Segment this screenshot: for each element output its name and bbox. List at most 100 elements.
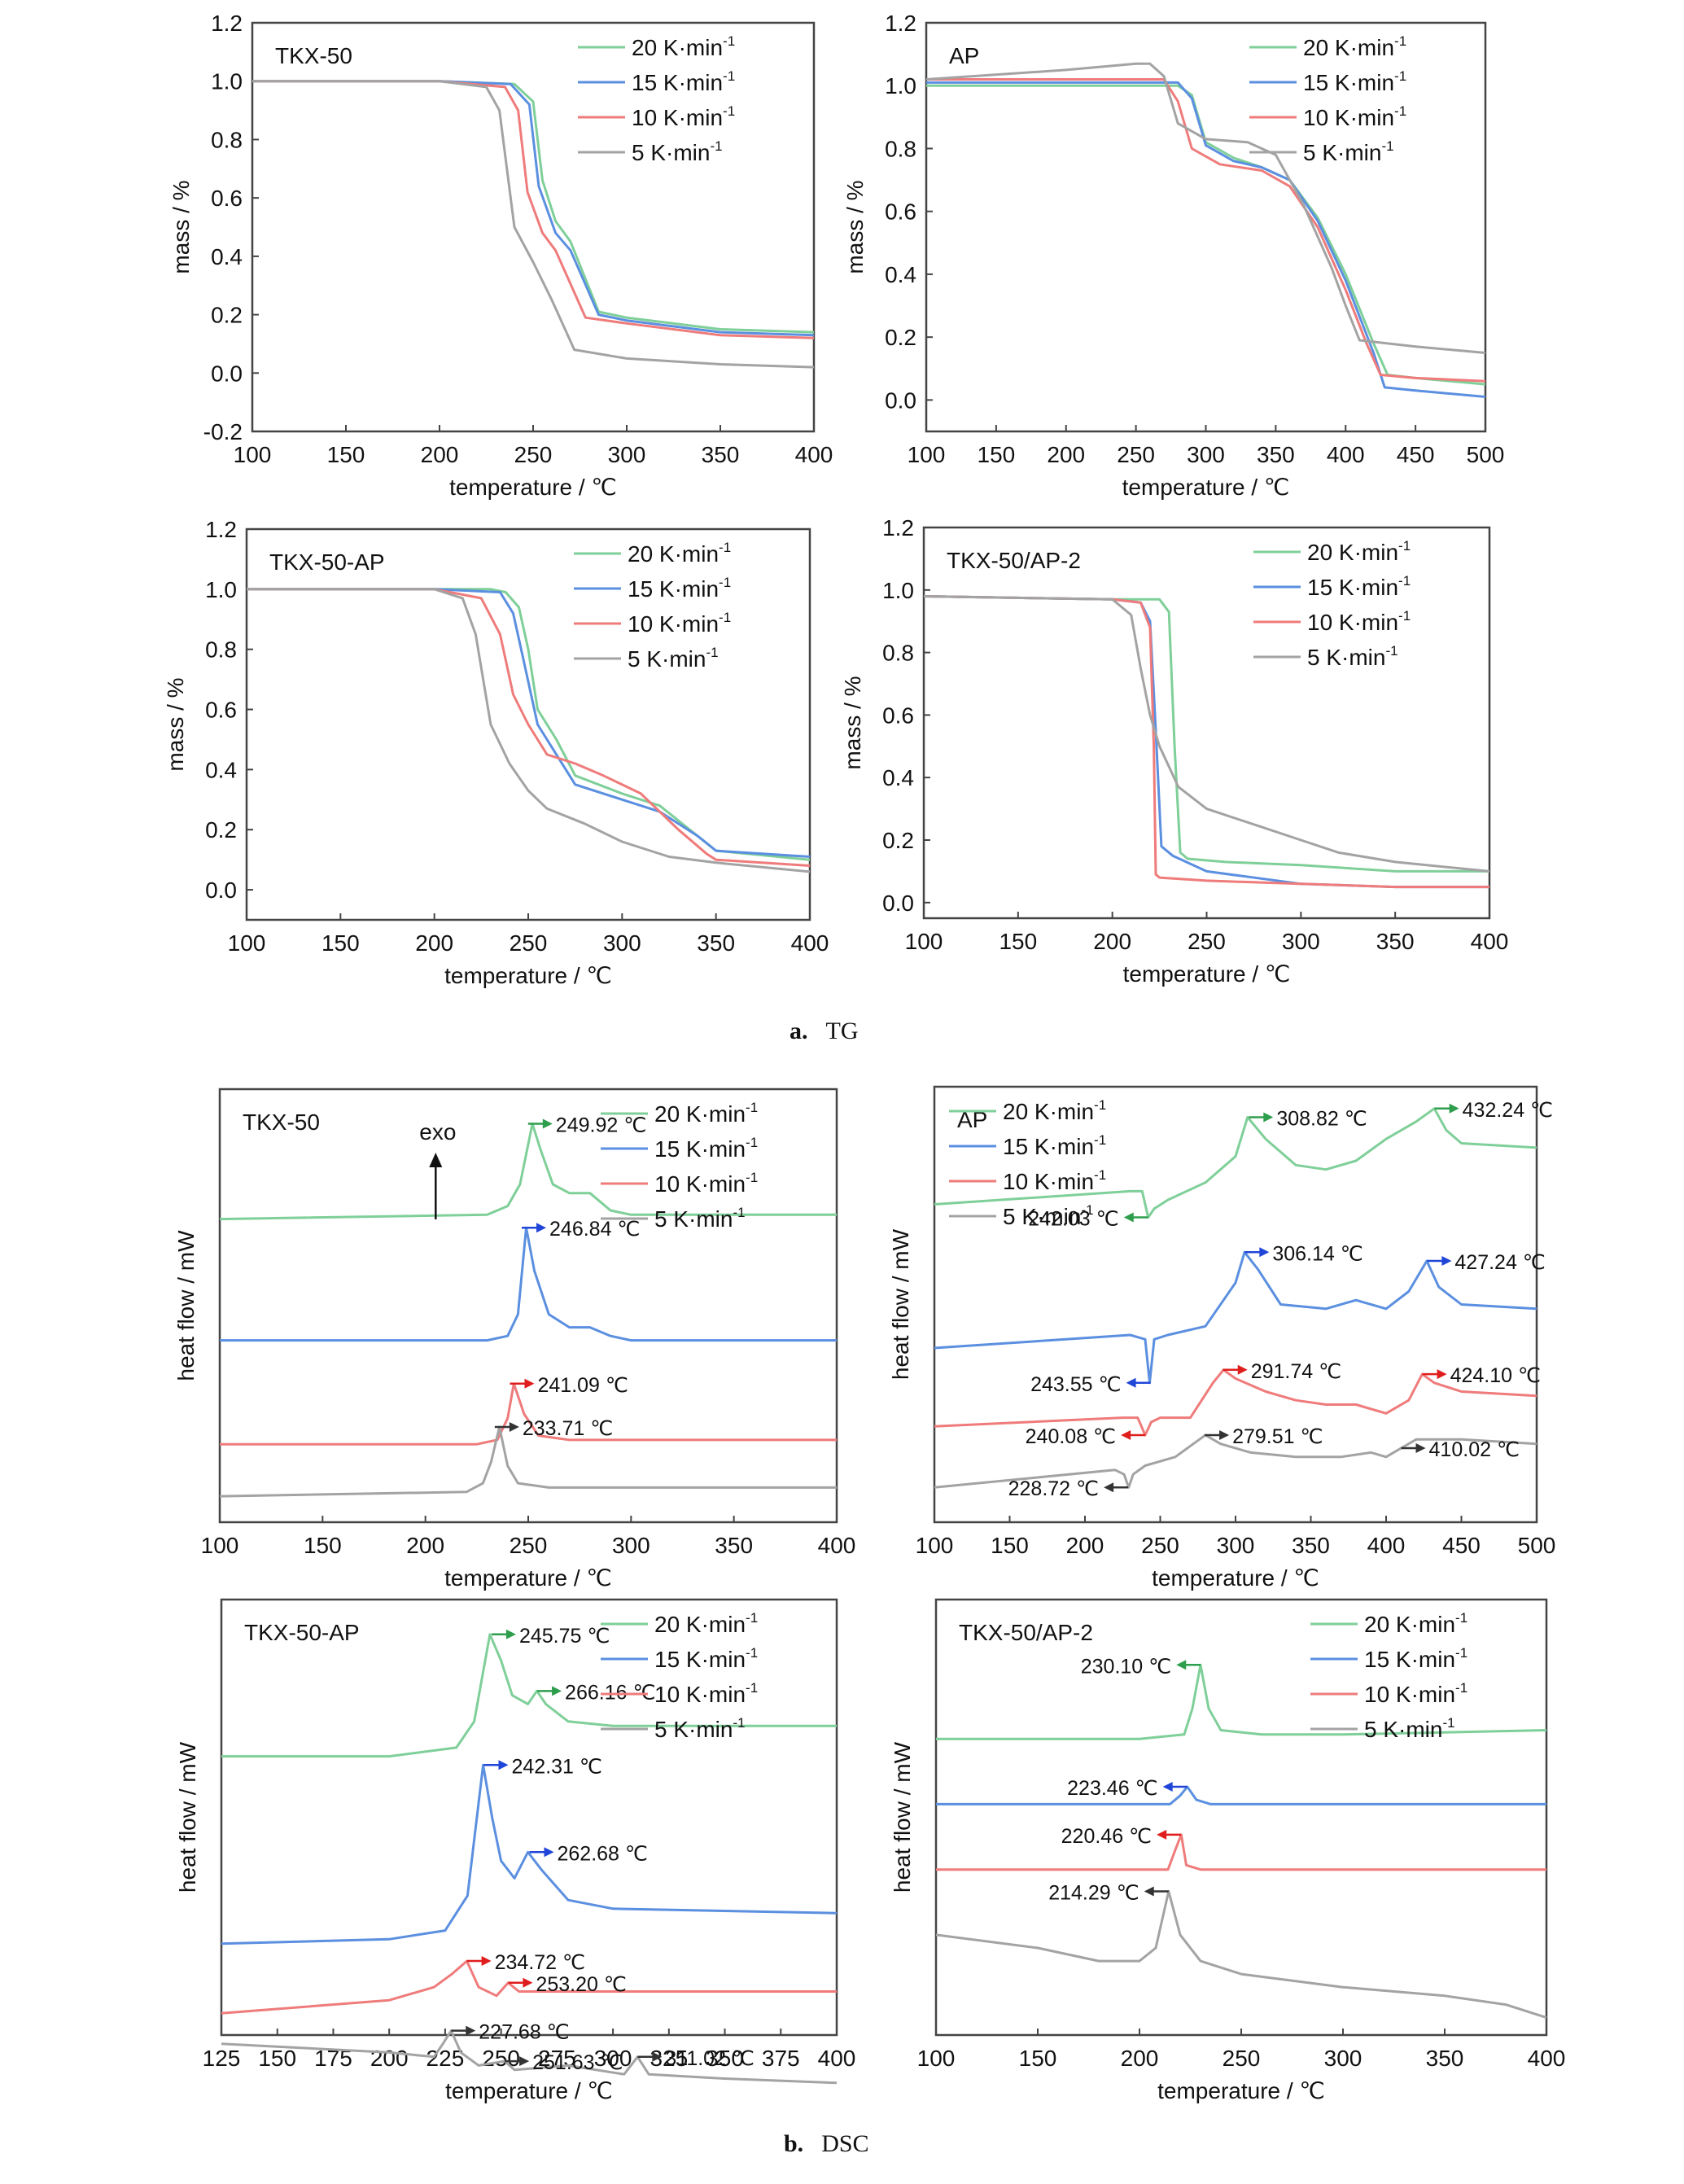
legend-label: 20 K·min-1 — [628, 540, 731, 567]
chart-title: TKX-50 — [275, 43, 352, 68]
peak-arrow — [542, 1118, 553, 1129]
legend-label: 5 K·min-1 — [654, 1715, 746, 1742]
x-tick-label: 400 — [795, 442, 833, 467]
legend-label: 20 K·min-1 — [1307, 538, 1411, 565]
x-tick-label: 350 — [715, 1533, 753, 1558]
peak-arrow — [524, 1378, 535, 1389]
series-line-10 — [926, 78, 1486, 383]
y-tick-label: 0.4 — [211, 244, 243, 269]
legend-label: 15 K·min-1 — [1364, 1645, 1467, 1672]
y-tick-label: 0.0 — [882, 891, 914, 916]
y-axis-label: heat flow / mW — [173, 1230, 199, 1381]
legend-label: 5 K·min-1 — [1003, 1202, 1094, 1229]
series-line-5 — [219, 1425, 837, 1498]
legend-label: 20 K·min-1 — [632, 33, 735, 60]
legend-label: 15 K·min-1 — [632, 68, 735, 95]
x-tick-label: 150 — [978, 442, 1016, 467]
x-tick-label: 300 — [1282, 929, 1320, 954]
x-tick-label: 250 — [510, 1533, 548, 1558]
y-tick-label: 0.6 — [205, 698, 237, 723]
y-tick-label: 1.0 — [885, 73, 916, 98]
peak-arrow — [519, 2056, 530, 2067]
x-tick-label: 350 — [706, 2046, 744, 2071]
peak-label: 228.72 ℃ — [1008, 1477, 1100, 1500]
peak-label: 234.72 ℃ — [495, 1951, 586, 1974]
peak-label: 266.16 ℃ — [565, 1681, 656, 1704]
y-tick-label: 0.2 — [211, 303, 243, 328]
x-tick-label: 100 — [228, 930, 266, 956]
x-tick-label: 300 — [1217, 1533, 1255, 1558]
plot-frame — [925, 21, 1487, 433]
chart-7: 100 150 200 250 300 350 400 temperature / ℃ heat… — [890, 1598, 1565, 2103]
legend-label: 15 K·min-1 — [654, 1645, 758, 1672]
chart-5: 100 150 200 250 300 350 400 450 500 temperature /… — [888, 1085, 1555, 1591]
peak-arrow — [1176, 1660, 1187, 1670]
x-tick-label: 250 — [510, 930, 548, 956]
x-tick-label: 400 — [791, 930, 829, 956]
x-tick-label: 450 — [1442, 1533, 1481, 1558]
series-line-15 — [936, 1785, 1546, 1805]
y-tick-label: 0.4 — [882, 765, 914, 790]
x-tick-label: 350 — [697, 930, 735, 956]
peak-arrow — [1237, 1364, 1248, 1375]
legend-label: 5 K·min-1 — [654, 1205, 746, 1232]
peak-arrow — [1121, 1430, 1131, 1440]
x-tick-label: 100 — [917, 2046, 956, 2071]
y-tick-label: 0.6 — [882, 702, 914, 728]
series-line-5 — [247, 588, 811, 873]
x-tick-label: 250 — [514, 442, 553, 467]
chart-6: 125 150 175 200 225 250 275 300 325 350 375 400temp… — [175, 1598, 856, 2103]
y-tick-label: 0.8 — [885, 136, 916, 161]
legend-label: 10 K·min-1 — [654, 1680, 758, 1707]
y-tick-label: 0.6 — [885, 199, 916, 225]
x-tick-label: 400 — [818, 2046, 856, 2071]
peak-arrow — [481, 1956, 492, 1967]
x-tick-label: 250 — [1188, 929, 1226, 954]
peak-label: 223.46 ℃ — [1067, 1777, 1158, 1800]
y-tick-label: 0.0 — [211, 361, 243, 386]
chart-title: TKX-50-AP — [244, 1620, 360, 1645]
series-line-5 — [252, 80, 815, 369]
x-tick-label: 300 — [608, 442, 646, 467]
chart-title: TKX-50/AP-2 — [947, 548, 1081, 573]
legend-label: 10 K·min-1 — [1303, 103, 1406, 130]
series-line-5 — [934, 1433, 1537, 1489]
series-line-5 — [923, 595, 1490, 873]
peak-label: 279.51 ℃ — [1232, 1425, 1323, 1448]
x-axis-label: temperature / ℃ — [1123, 961, 1291, 987]
peak-label: 306.14 ℃ — [1272, 1242, 1363, 1265]
y-tick-label: 0.4 — [205, 757, 237, 782]
y-tick-label: 1.2 — [885, 11, 916, 36]
series-line-10 — [221, 1959, 837, 2015]
legend-label: 5 K·min-1 — [1364, 1715, 1455, 1742]
y-tick-label: 1.2 — [211, 11, 243, 36]
legend-label: 10 K·min-1 — [1003, 1167, 1106, 1194]
y-tick-label: -0.2 — [203, 419, 243, 444]
peak-label: 308.82 ℃ — [1276, 1107, 1367, 1130]
series-line-15 — [220, 1226, 837, 1342]
peak-label: 243.55 ℃ — [1030, 1373, 1122, 1396]
legend-label: 10 K·min-1 — [628, 610, 731, 637]
x-tick-label: 150 — [991, 1533, 1029, 1558]
peak-label: 311.02 ℃ — [665, 2047, 755, 2070]
peak-label: 262.68 ℃ — [557, 1842, 648, 1865]
peak-label: 242.31 ℃ — [511, 1755, 602, 1778]
x-tick-label: 400 — [1471, 929, 1509, 954]
peak-label: 241.09 ℃ — [537, 1374, 628, 1397]
legend-label: 5 K·min-1 — [628, 645, 719, 672]
legend-label: 20 K·min-1 — [654, 1610, 758, 1637]
peak-label: 230.10 ℃ — [1081, 1655, 1172, 1678]
x-tick-label: 150 — [999, 929, 1037, 954]
legend-label: 10 K·min-1 — [632, 103, 735, 130]
x-tick-label: 200 — [1093, 929, 1131, 954]
x-tick-label: 300 — [603, 930, 641, 956]
series-line-5 — [925, 62, 1486, 354]
series-line-20 — [923, 595, 1489, 873]
peak-label: 410.02 ℃ — [1429, 1438, 1520, 1461]
caption-a: a. TG — [790, 1018, 859, 1045]
exo-arrow-head — [429, 1153, 443, 1167]
exo-label: exo — [419, 1119, 456, 1145]
y-tick-label: 1.0 — [211, 69, 243, 94]
x-tick-label: 250 — [1223, 2046, 1261, 2071]
